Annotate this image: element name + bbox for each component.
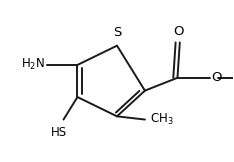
- Text: O: O: [211, 71, 222, 84]
- Text: HS: HS: [51, 126, 67, 139]
- Text: CH$_3$: CH$_3$: [150, 112, 173, 127]
- Text: O: O: [173, 25, 184, 38]
- Text: S: S: [113, 26, 121, 39]
- Text: H$_2$N: H$_2$N: [21, 57, 45, 72]
